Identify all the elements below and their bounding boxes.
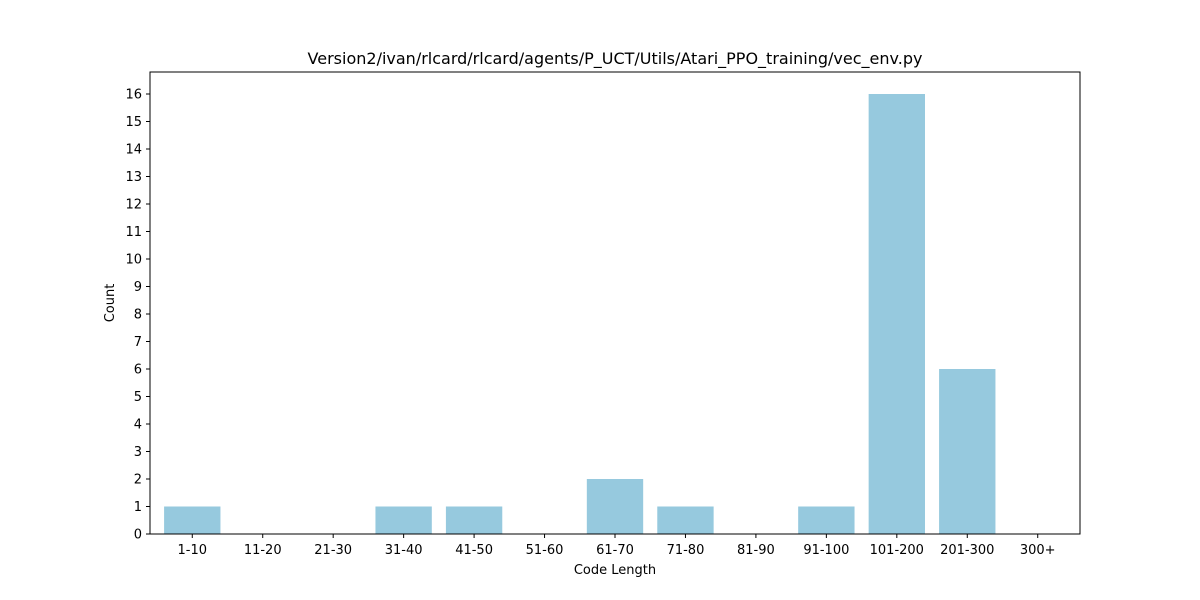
bars-group (164, 94, 996, 534)
bar-101-200 (868, 94, 925, 534)
y-tick-label: 4 (134, 418, 142, 433)
y-tick-label: 12 (125, 198, 142, 213)
x-tick-label: 51-60 (526, 543, 564, 558)
y-axis-label: Count (103, 284, 118, 323)
x-tick-label: 41-50 (455, 543, 493, 558)
x-tick-label: 61-70 (596, 543, 634, 558)
y-tick-label: 1 (134, 500, 142, 515)
x-axis-label: Code Length (574, 563, 656, 578)
x-tick-label: 31-40 (385, 543, 423, 558)
x-tick-label: 81-90 (737, 543, 775, 558)
y-tick-label: 3 (134, 445, 142, 460)
bar-41-50 (445, 506, 503, 534)
x-tick-label: 71-80 (667, 543, 705, 558)
y-tick-label: 2 (134, 473, 142, 488)
plot-frame (149, 71, 1081, 535)
x-tick-label: 300+ (1020, 543, 1056, 558)
y-tick-label: 15 (125, 115, 142, 130)
x-tick-label: 11-20 (244, 543, 282, 558)
y-tick-label: 6 (134, 363, 142, 378)
bar-71-80 (657, 506, 714, 534)
x-tick-label: 201-300 (940, 543, 994, 558)
chart-title: Version2/ivan/rlcard/rlcard/agents/P_UCT… (308, 49, 923, 69)
x-tick-label: 1-10 (178, 543, 208, 558)
x-tick-label: 101-200 (870, 543, 924, 558)
bar-201-300 (939, 369, 996, 534)
y-tick-label: 8 (134, 308, 142, 323)
y-tick-label: 0 (134, 528, 142, 543)
y-tick-label: 10 (125, 253, 142, 268)
y-tick-label: 9 (134, 280, 142, 295)
x-tick-label: 21-30 (314, 543, 352, 558)
x-axis-ticks: 1-10 11-20 21-30 31-40 41-50 51-60 61-70 71-80 8… (178, 534, 1056, 558)
y-tick-label: 11 (125, 225, 142, 240)
y-tick-label: 7 (134, 335, 142, 350)
x-tick-label: 91-100 (803, 543, 849, 558)
bar-1-10 (164, 506, 221, 534)
bar-91-100 (798, 506, 855, 534)
y-tick-label: 13 (125, 170, 142, 185)
y-tick-label: 14 (125, 143, 142, 158)
bar-31-40 (375, 506, 432, 534)
y-tick-label: 5 (134, 390, 142, 405)
bar-61-70 (586, 479, 644, 534)
y-tick-label: 16 (125, 88, 142, 103)
